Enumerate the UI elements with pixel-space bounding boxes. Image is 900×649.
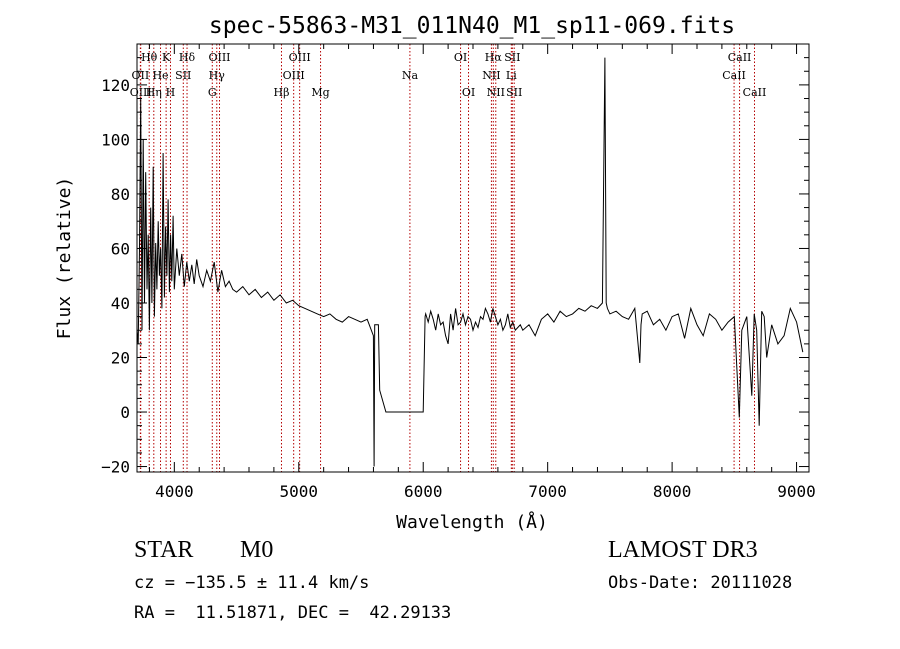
x-tick-label: 9000 <box>777 482 816 501</box>
coordinates: RA = 11.51871, DEC = 42.29133 <box>134 603 452 623</box>
line-marker-label: SII <box>504 51 520 64</box>
line-marker-label: SII <box>506 86 522 99</box>
line-marker-label: Na <box>402 69 419 82</box>
line-marker-label: OIII <box>289 51 311 64</box>
line-marker-label: OII <box>132 69 150 82</box>
line-marker-label: K <box>162 51 171 64</box>
line-marker-label: Li <box>506 69 517 82</box>
line-marker-label: He <box>152 69 168 82</box>
line-marker-label: NII <box>487 86 505 99</box>
y-tick-label: 100 <box>101 130 130 149</box>
line-marker-label: NII <box>482 69 500 82</box>
y-axis-label: Flux (relative) <box>54 177 75 340</box>
y-tick-label: 20 <box>111 349 130 368</box>
spectrum-line <box>136 57 804 467</box>
chart-title: spec-55863-M31_011N40_M1_sp11-069.fits <box>209 13 735 39</box>
plot-frame <box>136 43 810 473</box>
y-tick-label: −20 <box>101 458 130 477</box>
y-tick-label: 80 <box>111 185 130 204</box>
survey-name: LAMOST DR3 <box>608 537 758 563</box>
line-marker-label: OIII <box>283 69 305 82</box>
line-marker-label: CaII <box>728 51 752 64</box>
line-marker-label: Hη <box>146 86 162 99</box>
line-marker-label: H <box>166 86 176 99</box>
y-tick-label: 60 <box>111 239 130 258</box>
x-tick-label: 6000 <box>404 482 443 501</box>
line-marker-label: G <box>208 86 217 99</box>
line-marker-label: Hθ <box>141 51 158 64</box>
line-marker-label: OIII <box>208 51 230 64</box>
line-marker-label: OI <box>462 86 475 99</box>
redshift-velocity: cz = −135.5 ± 11.4 km/s <box>134 573 370 593</box>
y-tick-label: 0 <box>120 403 130 422</box>
line-markers <box>139 44 755 472</box>
object-subclass: M0 <box>240 537 274 563</box>
observation-date: Obs-Date: 20111028 <box>608 573 793 593</box>
y-axis: −20 0 20 40 60 80 100 120 <box>101 43 809 477</box>
line-marker-label: CaII <box>722 69 746 82</box>
line-marker-label: CaII <box>743 86 767 99</box>
line-marker-label: Hα <box>485 51 503 64</box>
line-marker-label: OIII <box>130 86 152 99</box>
line-marker-label: Hδ <box>179 51 196 64</box>
x-tick-label: 4000 <box>155 482 194 501</box>
line-marker-label: Mg <box>311 86 329 99</box>
x-axis: 4000 5000 6000 7000 8000 9000 <box>148 44 816 501</box>
y-tick-label: 40 <box>111 294 130 313</box>
x-tick-label: 8000 <box>653 482 692 501</box>
object-class: STAR <box>134 537 194 563</box>
x-tick-label: 5000 <box>280 482 319 501</box>
x-tick-label: 7000 <box>528 482 567 501</box>
line-marker-label: Hβ <box>274 86 290 99</box>
line-marker-label: SII <box>175 69 191 82</box>
line-marker-label: OI <box>454 51 467 64</box>
y-tick-label: 120 <box>101 76 130 95</box>
x-axis-label: Wavelength (Å) <box>396 511 548 533</box>
line-marker-label: Hγ <box>209 69 226 82</box>
